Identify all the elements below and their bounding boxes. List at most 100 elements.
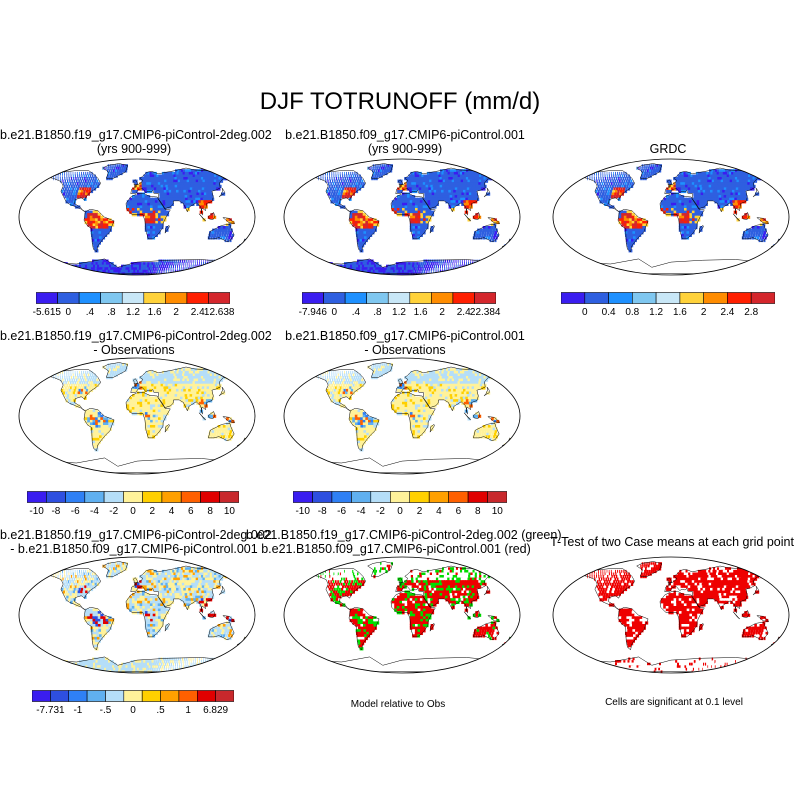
colorbar-tick-label: 22.384 bbox=[469, 307, 501, 318]
colorbar-tick-label: 2.8 bbox=[744, 307, 759, 318]
map-border bbox=[18, 357, 256, 475]
colorbar-tick-label: 8 bbox=[207, 506, 213, 517]
panel-4-title: b.e21.B1850.f19_g17.CMIP6-piControl-2deg… bbox=[0, 329, 272, 357]
colorbar-box bbox=[142, 491, 163, 503]
map-border bbox=[283, 357, 521, 475]
map-panel-1 bbox=[18, 158, 256, 276]
colorbar-tick-label: 4 bbox=[436, 506, 442, 517]
colorbar-tick-label: 0.8 bbox=[625, 307, 640, 318]
colorbar-tick-label: 10 bbox=[491, 506, 503, 517]
coastline-outlines bbox=[307, 561, 513, 672]
colorbar-tick-label: 0 bbox=[130, 705, 136, 716]
panel-2-title-line2: (yrs 900-999) bbox=[367, 142, 443, 156]
colorbar-box bbox=[68, 690, 88, 702]
map-fill-cells bbox=[308, 164, 512, 275]
coastline-outlines bbox=[42, 561, 248, 672]
panel-1-title-line1: b.e21.B1850.f19_g17.CMIP6-piControl-2deg… bbox=[0, 128, 272, 142]
colorbar-tick-label: 0 bbox=[582, 307, 588, 318]
colorbar-box bbox=[65, 491, 86, 503]
colorbar-box bbox=[561, 292, 586, 304]
colorbar-tick-label: -4 bbox=[90, 506, 99, 517]
panel-6-title-line2: - b.e21.B1850.f09_g17.CMIP6-piControl.00… bbox=[10, 542, 258, 556]
colorbar-tick-label: 2 bbox=[700, 307, 707, 318]
colorbar-box bbox=[679, 292, 705, 304]
colorbar-tick-label: -2 bbox=[376, 506, 385, 517]
colorbar-box bbox=[351, 491, 372, 503]
colorbar-box bbox=[161, 491, 182, 503]
colorbar-box bbox=[632, 292, 657, 304]
colorbar-tick-label: -.5 bbox=[99, 705, 112, 716]
colorbar-panel-4: -10 -8 -6 -4 -2 0 2 4 6 8 10 bbox=[27, 491, 239, 521]
figure-title: DJF TOTRUNOFF (mm/d) bbox=[259, 88, 541, 115]
colorbar-box bbox=[57, 292, 80, 304]
colorbar-box bbox=[123, 491, 144, 503]
colorbar-box bbox=[186, 292, 209, 304]
colorbar-box bbox=[452, 292, 475, 304]
colorbar-box bbox=[312, 491, 333, 503]
colorbar-box bbox=[323, 292, 346, 304]
colorbar-box bbox=[366, 292, 389, 304]
colorbar-box bbox=[474, 292, 496, 304]
colorbar-panel-1: -5.615 0 .4 .8 1.2 1.6 2 2.4 12.638 bbox=[32, 292, 234, 322]
colorbar-tick-label: -10 bbox=[295, 506, 310, 517]
colorbar-tick-label: 1.2 bbox=[126, 307, 140, 318]
colorbar-boxes bbox=[293, 491, 507, 503]
colorbar-box bbox=[302, 292, 324, 304]
colorbar-boxes bbox=[302, 292, 496, 304]
map-border bbox=[552, 556, 790, 674]
panel-5-title-line2: - Observations bbox=[364, 343, 446, 357]
panel-6-title-line1: b.e21.B1850.f19_g17.CMIP6-piControl-2deg… bbox=[0, 528, 272, 542]
map-panel-7 bbox=[283, 556, 521, 674]
colorbar-tick-label: -10 bbox=[29, 506, 44, 517]
colorbar-tick-label: 1.2 bbox=[649, 307, 664, 318]
colorbar-box bbox=[143, 292, 166, 304]
colorbar-tick-label: 1.6 bbox=[147, 307, 162, 318]
colorbar-boxes bbox=[36, 292, 230, 304]
colorbar-boxes bbox=[561, 292, 775, 304]
colorbar-tick-label: 2 bbox=[173, 307, 179, 318]
colorbar-box bbox=[123, 690, 143, 702]
colorbar-box bbox=[409, 292, 432, 304]
colorbar-tick-label: -6 bbox=[337, 506, 347, 517]
colorbar-box bbox=[448, 491, 469, 503]
colorbar-box bbox=[215, 690, 234, 702]
map-panel-3 bbox=[552, 158, 790, 276]
colorbar-box bbox=[584, 292, 609, 304]
colorbar-box bbox=[84, 491, 105, 503]
colorbar-box bbox=[409, 491, 430, 503]
colorbar-tick-label: .4 bbox=[85, 307, 95, 318]
map-border bbox=[552, 158, 790, 276]
colorbar-tick-label: -7.731 bbox=[36, 705, 65, 716]
colorbar-box bbox=[428, 491, 449, 503]
colorbar-tick-label: -7.946 bbox=[298, 307, 327, 318]
colorbar-box bbox=[27, 491, 47, 503]
colorbar-box bbox=[197, 690, 217, 702]
colorbar-boxes bbox=[32, 690, 234, 702]
map-fill-cells bbox=[577, 562, 781, 673]
colorbar-boxes bbox=[27, 491, 239, 503]
map-panel-4 bbox=[18, 357, 256, 475]
colorbar-tick-label: 1 bbox=[185, 705, 191, 716]
panel-8-title: T-Test of two Case means at each grid po… bbox=[546, 535, 798, 549]
colorbar-box bbox=[387, 292, 411, 304]
map-panel-5 bbox=[283, 357, 521, 475]
colorbar-tick-label: -5.615 bbox=[32, 307, 61, 318]
colorbar-tick-label: 2 bbox=[416, 506, 423, 517]
colorbar-box bbox=[141, 690, 161, 702]
panel-7-title-line1: b.e21.B1850.f19_g17.CMIP6-piControl-2deg… bbox=[246, 528, 562, 542]
colorbar-box bbox=[370, 491, 391, 503]
panel-2-title: b.e21.B1850.f09_g17.CMIP6-piControl.001 … bbox=[270, 128, 540, 156]
colorbar-tick-label: 8 bbox=[475, 506, 481, 517]
colorbar-box bbox=[78, 292, 101, 304]
note-panel-7: Model relative to Obs bbox=[350, 699, 446, 710]
colorbar-tick-label: .4 bbox=[351, 307, 361, 318]
colorbar-tick-label: 0 bbox=[331, 307, 338, 318]
colorbar-panel-6: -7.731 -1 -.5 0 .5 1 6.829 bbox=[32, 690, 234, 720]
colorbar-panel-2: -7.946 0 .4 .8 1.2 1.6 2 2.4 22.384 bbox=[298, 292, 500, 322]
colorbar-box bbox=[703, 292, 728, 304]
colorbar-box bbox=[180, 491, 201, 503]
colorbar-box bbox=[86, 690, 106, 702]
colorbar-tick-label: 0 bbox=[65, 307, 72, 318]
panel-7-title: b.e21.B1850.f19_g17.CMIP6-piControl-2deg… bbox=[246, 528, 562, 556]
colorbar-tick-label: 1.6 bbox=[413, 307, 428, 318]
